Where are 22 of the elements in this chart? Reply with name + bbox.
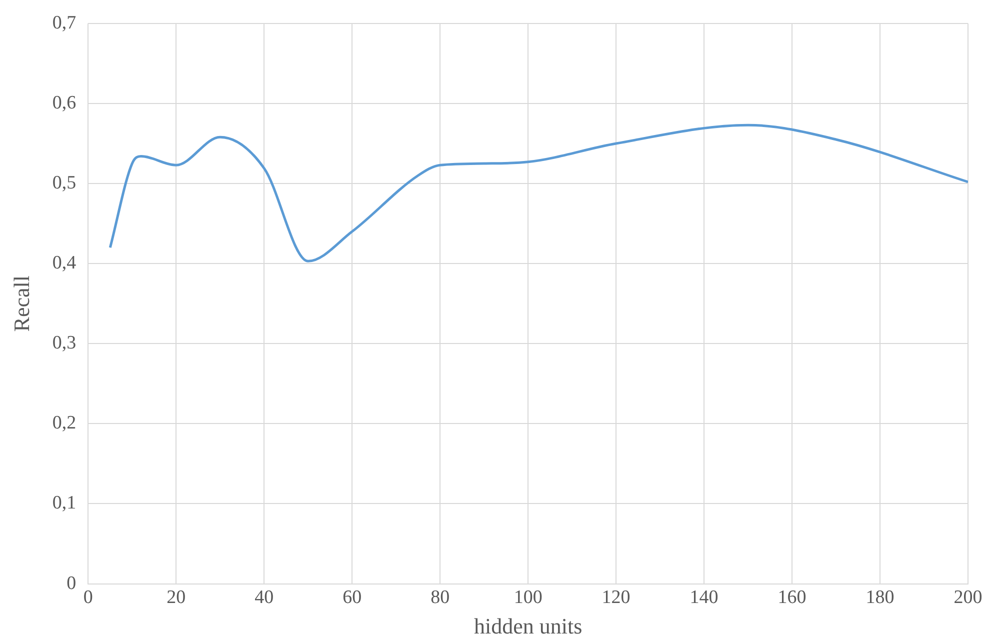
x-tick-label: 20 [166, 587, 186, 608]
y-tick-label: 0,1 [52, 492, 76, 514]
y-tick-label: 0,6 [52, 92, 76, 114]
x-tick-label: 40 [254, 587, 274, 608]
x-tick-label: 80 [430, 587, 450, 608]
x-tick-label: 160 [778, 587, 806, 608]
x-tick-label: 200 [954, 587, 982, 608]
y-tick-label: 0 [66, 572, 76, 594]
x-tick-label: 120 [602, 587, 630, 608]
x-tick-label: 140 [690, 587, 718, 608]
x-tick-label: 100 [514, 587, 542, 608]
x-tick-label: 60 [342, 587, 362, 608]
y-tick-label: 0,3 [52, 332, 76, 354]
y-axis-title: Recall [8, 276, 34, 332]
y-tick-label: 0,7 [52, 12, 76, 34]
y-tick-label: 0,5 [52, 172, 76, 194]
x-axis-title: hidden units [474, 614, 582, 639]
x-tick-label: 180 [866, 587, 894, 608]
line-series [108, 124, 968, 262]
x-tick-label: 0 [83, 587, 93, 608]
y-tick-label: 0,2 [52, 412, 76, 434]
y-tick-label: 0,4 [52, 252, 77, 274]
